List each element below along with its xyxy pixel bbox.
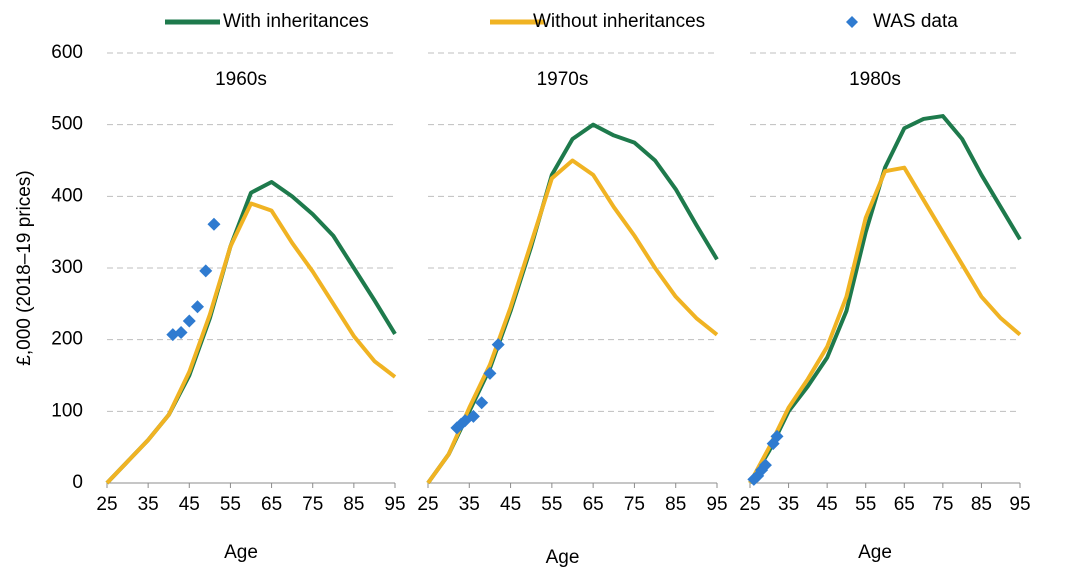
x-tick-label: 75 xyxy=(302,494,323,515)
data-point xyxy=(207,217,221,231)
legend-label: With inheritances xyxy=(223,11,369,32)
x-tick-label: 95 xyxy=(1009,494,1030,515)
x-tick-label: 65 xyxy=(894,494,915,515)
panel-title: 1980s xyxy=(849,69,901,90)
data-point xyxy=(191,300,205,314)
y-tick-label: 200 xyxy=(51,329,83,350)
y-tick-label: 300 xyxy=(51,257,83,278)
y-tick-label: 0 xyxy=(72,472,83,493)
x-tick-label: 45 xyxy=(500,494,521,515)
x-tick-label: 55 xyxy=(855,494,876,515)
x-tick-label: 85 xyxy=(971,494,992,515)
y-tick-label: 600 xyxy=(51,42,83,63)
x-tick-label: 85 xyxy=(665,494,686,515)
x-tick-label: 85 xyxy=(343,494,364,515)
x-tick-label: 25 xyxy=(739,494,760,515)
legend-label: Without inheritances xyxy=(533,11,705,32)
data-point xyxy=(199,264,213,278)
x-tick-label: 75 xyxy=(932,494,953,515)
data-point xyxy=(483,366,497,380)
data-point xyxy=(174,326,188,339)
x-axis-label: Age xyxy=(546,547,580,568)
x-tick-label: 55 xyxy=(541,494,562,515)
x-tick-label: 45 xyxy=(179,494,200,515)
line-series xyxy=(748,114,1022,485)
line-series xyxy=(426,158,719,485)
x-tick-label: 65 xyxy=(583,494,604,515)
data-point xyxy=(475,396,489,410)
line-series xyxy=(105,201,397,485)
x-tick-label: 95 xyxy=(706,494,727,515)
data-point xyxy=(770,429,784,443)
x-tick-label: 25 xyxy=(417,494,438,515)
x-axis-label: Age xyxy=(224,542,258,563)
x-tick-label: 35 xyxy=(459,494,480,515)
data-point xyxy=(466,409,480,423)
y-tick-label: 100 xyxy=(51,400,83,421)
x-axis-label: Age xyxy=(858,542,892,563)
x-tick-label: 75 xyxy=(624,494,645,515)
x-tick-label: 35 xyxy=(138,494,159,515)
x-tick-label: 95 xyxy=(384,494,405,515)
x-tick-label: 65 xyxy=(261,494,282,515)
line-series xyxy=(426,122,719,485)
x-tick-label: 45 xyxy=(817,494,838,515)
panel-title: 1970s xyxy=(537,69,589,90)
legend-marker xyxy=(846,16,858,28)
panel-title: 1960s xyxy=(215,69,267,90)
x-tick-label: 35 xyxy=(778,494,799,515)
x-tick-label: 25 xyxy=(96,494,117,515)
line-series xyxy=(748,165,1022,484)
data-point xyxy=(491,338,505,352)
x-tick-label: 55 xyxy=(220,494,241,515)
y-tick-label: 400 xyxy=(51,185,83,206)
data-point xyxy=(758,458,772,472)
legend-label: WAS data xyxy=(873,11,958,32)
data-point xyxy=(182,314,196,328)
y-axis-label: £,000 (2018–19 prices) xyxy=(14,170,35,365)
y-tick-label: 500 xyxy=(51,114,83,135)
